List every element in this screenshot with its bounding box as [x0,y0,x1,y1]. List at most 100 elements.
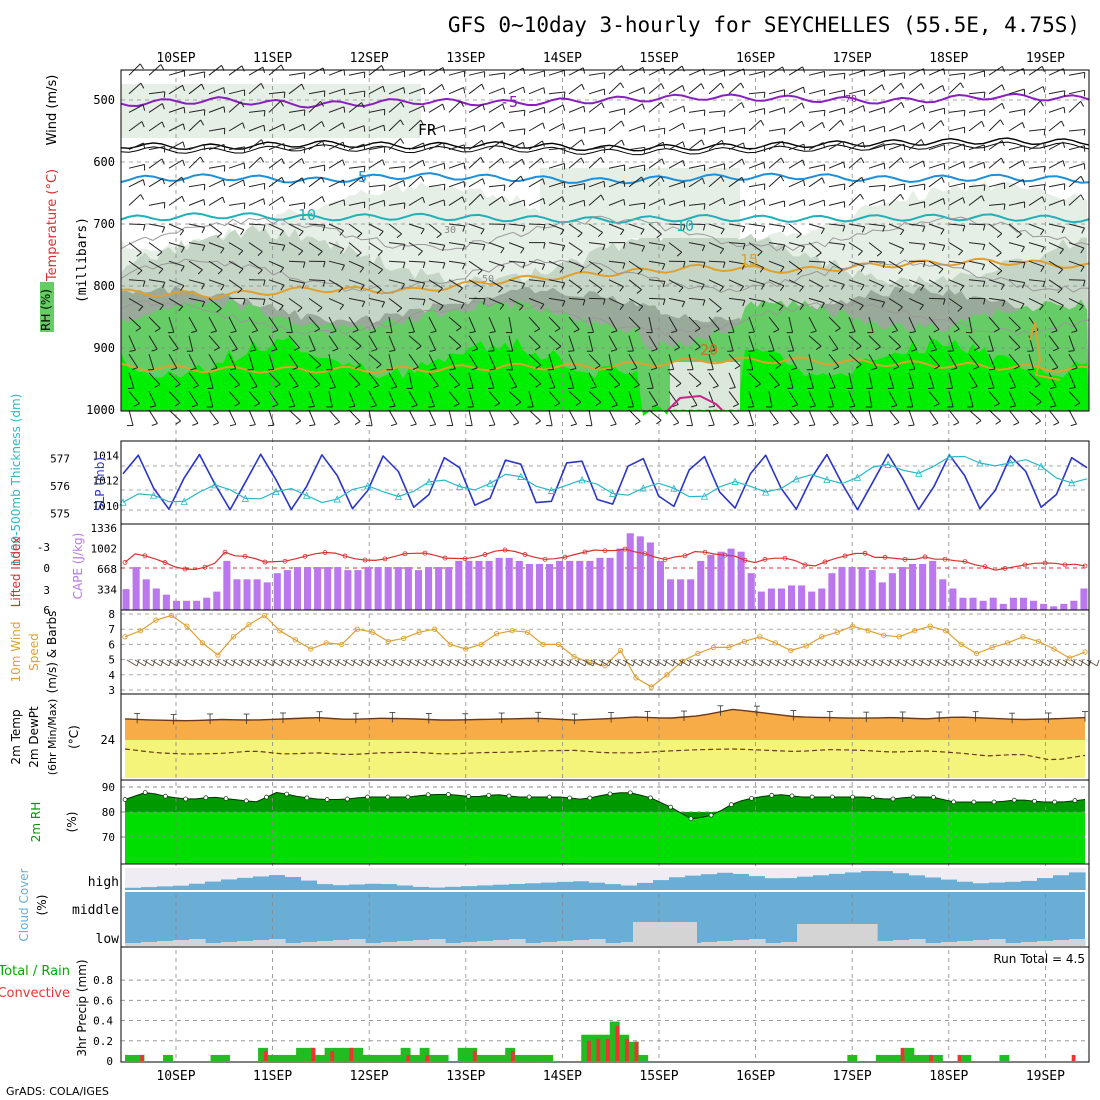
wind-barb-flag [157,251,163,257]
wind-barb-flag [577,232,583,238]
wind-barb [908,160,924,169]
wind-barb-10m-flag [680,659,684,667]
wind-barb [1048,316,1058,332]
wind-barb [288,372,299,387]
thickness-marker [394,492,403,500]
wind-barb-10m-flag [320,659,324,667]
wind-barb-10m-flag [656,659,660,667]
wind-barb [908,223,925,227]
wind-barb [848,242,863,252]
wind-barb [248,409,256,425]
wind-barb [948,143,965,151]
wind-barb-10m-flag [800,659,804,667]
wind-barb [348,297,365,302]
wind-barb-flag [958,250,964,256]
wind-barb [468,125,485,132]
wind-barb-10m-flag [296,659,300,667]
wind-barb-flag [930,349,937,352]
wind-barb [328,106,345,113]
ylabel-rh2m-unit: (%) [65,812,79,833]
wind-barb [948,316,960,330]
wind-barb [428,67,444,76]
cloud-high-bar [701,874,718,890]
wind-barb-flag [963,110,966,117]
precip-run-total: Run Total = 4.5 [993,952,1085,966]
cape-bar [969,597,977,610]
wind-barb-flag [816,252,822,257]
wind-barb-flag [942,85,946,92]
ylabel-wind10m-a: 10m Wind [9,622,23,683]
pressure-tick-label: 1000 [86,403,115,417]
wind-barb-flag [1015,327,1021,332]
wind-barb-flag [779,285,785,292]
wind-barb [668,354,675,370]
wind-speed-marker [958,641,964,648]
precip-total-bar [543,1054,554,1061]
wind-tick-label: 5 [108,654,115,667]
wind-barb [188,119,202,132]
wind-barb-flag [643,203,646,210]
wind-barb [388,101,402,113]
wind-barb [588,391,602,403]
wind-barb [688,354,694,370]
cloud-low-bar [125,943,142,946]
wind-barb [1008,201,1025,206]
rh2m-tick-label: 90 [102,781,115,794]
wind-barb [968,70,985,76]
wind-barb-flag [480,228,485,235]
wind-barb-flag [135,327,142,332]
wind-barb-flag [1071,330,1078,334]
cape-bar [414,570,422,610]
rh2m-marker [567,795,572,801]
wind-barb-flag [355,365,361,370]
rh2m-tick-label: 80 [102,806,115,819]
wind-barb-flag [682,141,686,148]
precip-convective-bar [605,1038,610,1061]
wind-barb [208,165,225,169]
li-tick-label: -3 [37,541,50,554]
wind-speed-marker [261,612,268,619]
precip-total-bar [324,1047,335,1061]
wind-barb-flag [420,228,425,235]
wind-barb-flag [410,423,417,427]
wind-barb-flag [222,196,226,203]
wind-barb [368,335,378,350]
wind-barb-flag [1080,266,1085,272]
wind-barb-10m-flag [768,659,772,667]
cape-bar [646,542,654,610]
rh2m-marker [809,794,815,800]
wind-barb-flag [832,348,839,352]
wind-barb [208,353,218,369]
wind-barb-flag [870,367,878,371]
wind-barb [888,242,904,250]
wind-barb-flag [602,298,606,305]
cloud-high-clear [413,868,430,890]
wind-barb [608,354,613,370]
wind-barb-flag [321,196,325,203]
wind-barb-10m-flag [504,659,508,667]
wind-speed-marker [447,641,453,648]
wind-barb [768,297,784,307]
precip-total-bar [847,1054,858,1061]
cloud-low-bar [493,940,510,946]
wind-barb-flag [1042,86,1046,93]
wind-barb-flag [703,203,706,210]
wind-barb-10m [734,659,746,667]
wind-barb-flag [174,383,181,388]
li-marker [982,564,988,570]
wind-barb [968,144,985,151]
wind-barb [808,354,814,370]
wind-barb-10m-flag [368,659,372,667]
wind-barb [568,83,583,95]
wind-barb-flag [975,420,982,425]
ylabel-cape: CAPE (J/kg) [71,533,85,600]
wind-barb [448,335,462,347]
wind-barb [328,179,344,188]
cape-bar [626,533,634,610]
wind-barb [268,196,283,206]
wind-barb [908,122,923,132]
wind-barb-10m-flag [704,659,708,667]
wind-barb-flag [597,269,603,275]
wind-barb-flag [182,159,186,166]
wind-barb-flag [160,64,165,70]
